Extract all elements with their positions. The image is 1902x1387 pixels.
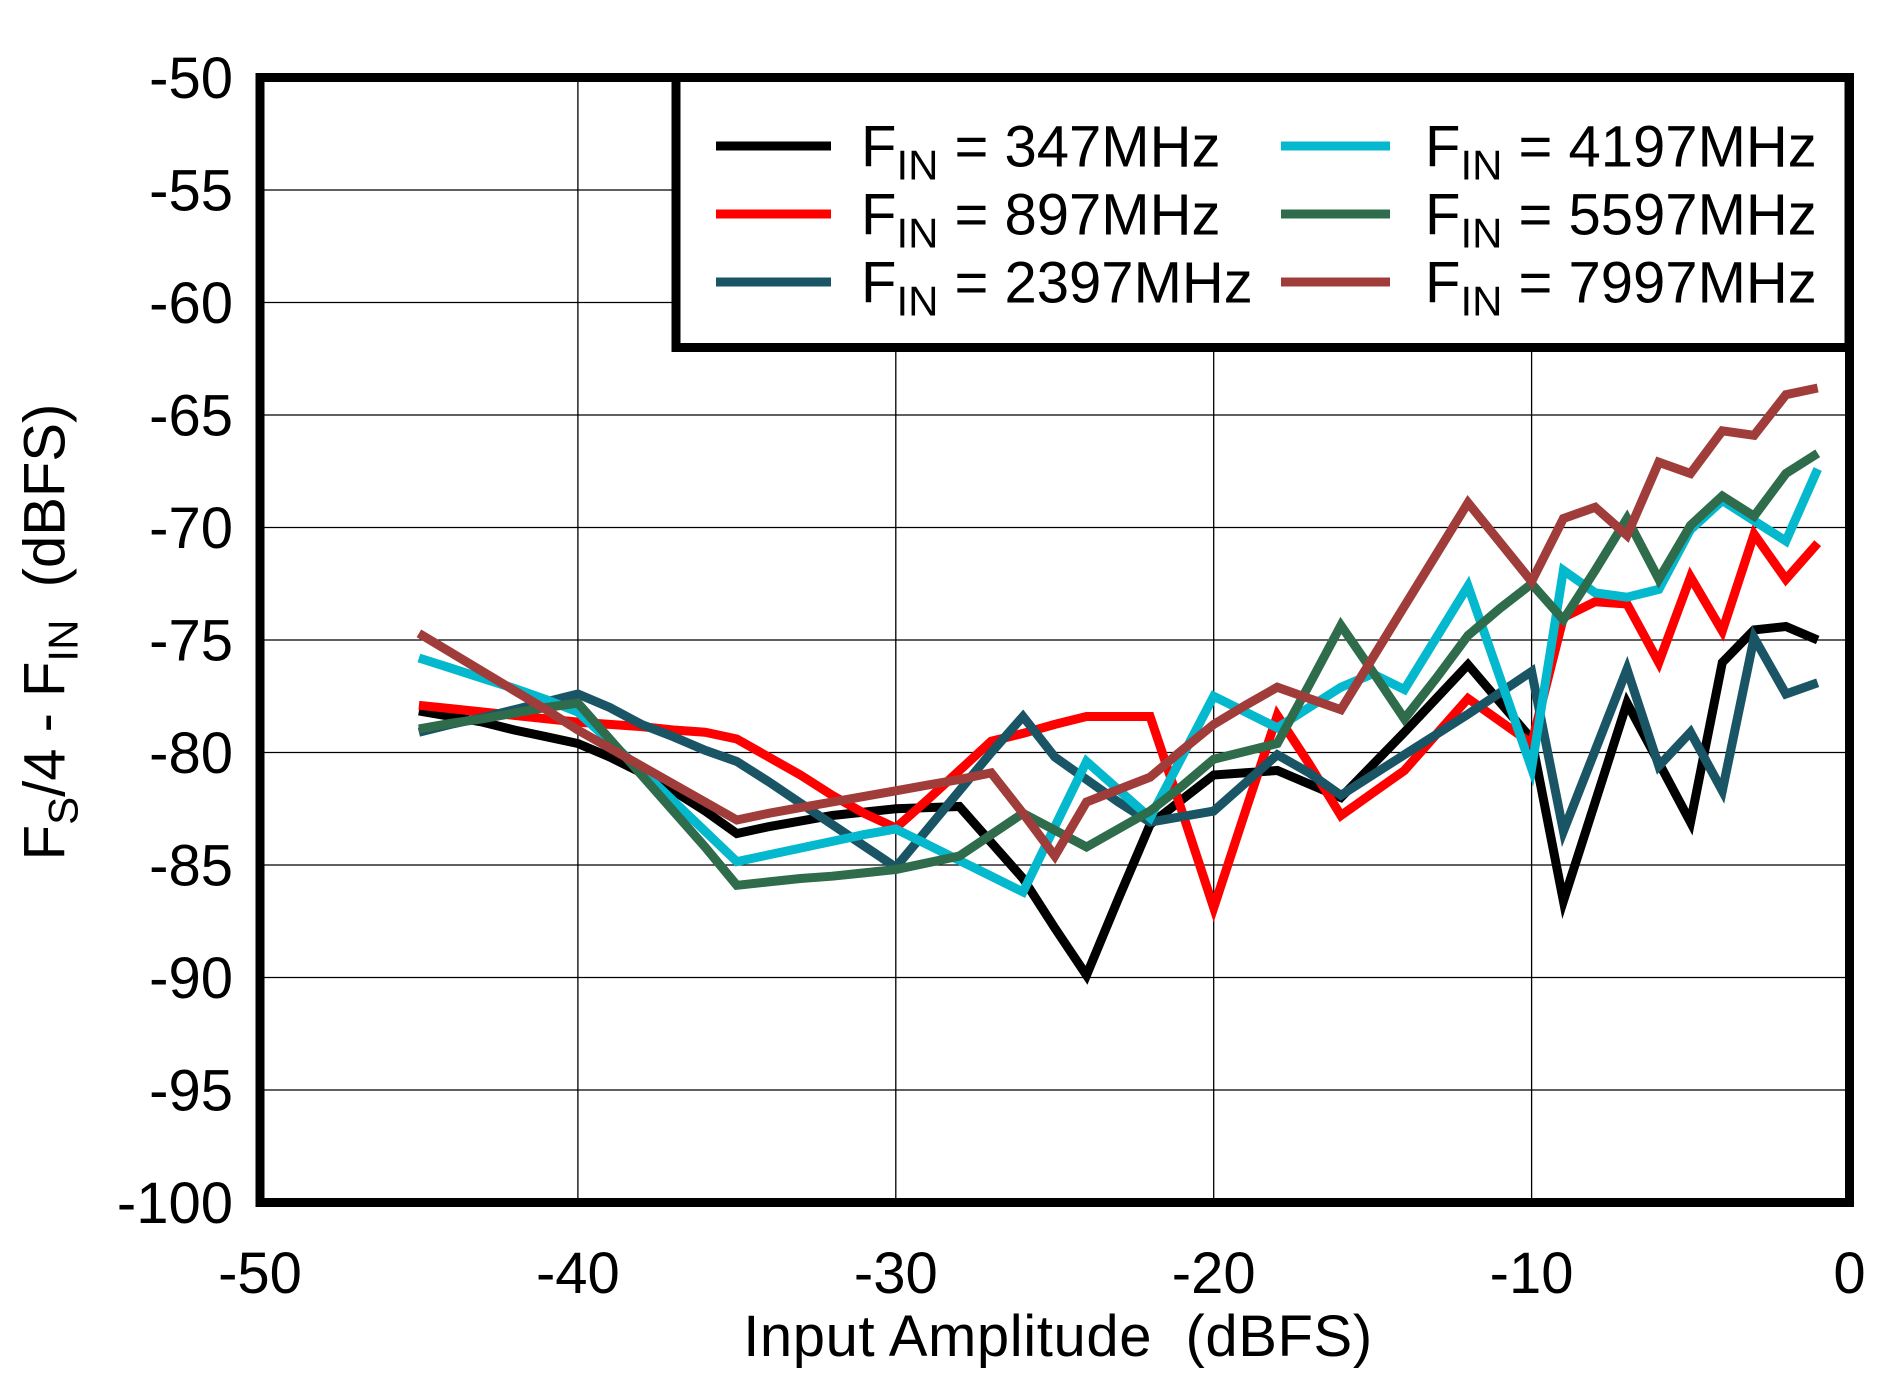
svg-text:-50: -50: [149, 46, 233, 111]
svg-text:-55: -55: [149, 159, 233, 224]
svg-text:-30: -30: [854, 1241, 938, 1306]
svg-text:-70: -70: [149, 496, 233, 561]
svg-text:-40: -40: [536, 1241, 620, 1306]
svg-text:FIN = 4197MHz: FIN = 4197MHz: [1425, 115, 1817, 189]
svg-text:FIN = 2397MHz: FIN = 2397MHz: [861, 251, 1253, 325]
svg-text:Input Amplitude (dBFS): Input Amplitude (dBFS): [743, 1304, 1373, 1369]
svg-text:-20: -20: [1172, 1241, 1256, 1306]
svg-text:-90: -90: [149, 946, 233, 1011]
svg-text:-60: -60: [149, 271, 233, 336]
svg-text:-100: -100: [117, 1171, 233, 1236]
svg-text:-85: -85: [149, 834, 233, 899]
svg-text:-10: -10: [1490, 1241, 1574, 1306]
svg-text:-80: -80: [149, 721, 233, 786]
svg-text:-65: -65: [149, 384, 233, 449]
svg-text:-75: -75: [149, 609, 233, 674]
svg-text:FIN = 5597MHz: FIN = 5597MHz: [1425, 183, 1817, 257]
svg-text:FS/4 - FIN (dBFS): FS/4 - FIN (dBFS): [13, 404, 87, 861]
svg-text:-50: -50: [218, 1241, 302, 1306]
svg-text:0: 0: [1833, 1241, 1865, 1306]
svg-text:-95: -95: [149, 1059, 233, 1124]
